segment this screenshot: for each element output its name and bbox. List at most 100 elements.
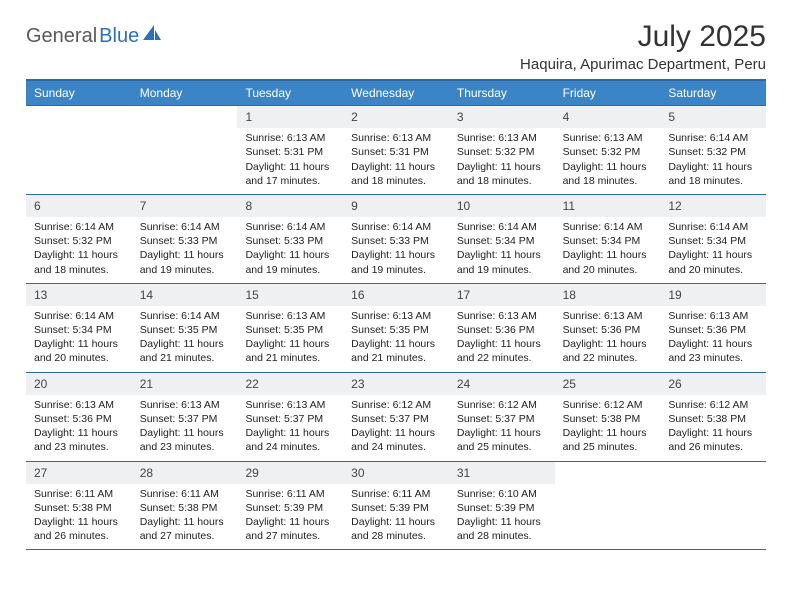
day-number: 11: [555, 195, 661, 217]
daylight-line: Daylight: 11 hours and 23 minutes.: [668, 337, 758, 365]
daylight-line: Daylight: 11 hours and 20 minutes.: [563, 248, 653, 276]
day-number: 26: [660, 373, 766, 395]
calendar-cell: 21Sunrise: 6:13 AMSunset: 5:37 PMDayligh…: [132, 373, 238, 461]
calendar-cell: 6Sunrise: 6:14 AMSunset: 5:32 PMDaylight…: [26, 195, 132, 283]
day-number: 6: [26, 195, 132, 217]
daylight-line: Daylight: 11 hours and 22 minutes.: [563, 337, 653, 365]
day-number: 19: [660, 284, 766, 306]
day-content: Sunrise: 6:14 AMSunset: 5:35 PMDaylight:…: [132, 306, 238, 372]
sunrise-line: Sunrise: 6:12 AM: [351, 398, 441, 412]
calendar-row: 13Sunrise: 6:14 AMSunset: 5:34 PMDayligh…: [26, 283, 766, 372]
calendar-cell: 3Sunrise: 6:13 AMSunset: 5:32 PMDaylight…: [449, 106, 555, 194]
day-number: 10: [449, 195, 555, 217]
daylight-line: Daylight: 11 hours and 28 minutes.: [457, 515, 547, 543]
calendar-cell: 10Sunrise: 6:14 AMSunset: 5:34 PMDayligh…: [449, 195, 555, 283]
day-content: Sunrise: 6:13 AMSunset: 5:35 PMDaylight:…: [237, 306, 343, 372]
day-number: 24: [449, 373, 555, 395]
day-number: 12: [660, 195, 766, 217]
sunset-line: Sunset: 5:32 PM: [457, 145, 547, 159]
sunrise-line: Sunrise: 6:13 AM: [563, 131, 653, 145]
calendar-row: 1Sunrise: 6:13 AMSunset: 5:31 PMDaylight…: [26, 105, 766, 194]
sunrise-line: Sunrise: 6:13 AM: [34, 398, 124, 412]
calendar-cell: 28Sunrise: 6:11 AMSunset: 5:38 PMDayligh…: [132, 462, 238, 550]
daylight-line: Daylight: 11 hours and 27 minutes.: [140, 515, 230, 543]
day-content: Sunrise: 6:13 AMSunset: 5:37 PMDaylight:…: [132, 395, 238, 461]
location-subtitle: Haquira, Apurimac Department, Peru: [520, 56, 766, 73]
sunrise-line: Sunrise: 6:12 AM: [457, 398, 547, 412]
calendar-cell: 12Sunrise: 6:14 AMSunset: 5:34 PMDayligh…: [660, 195, 766, 283]
logo-word-blue: Blue: [99, 25, 139, 48]
daylight-line: Daylight: 11 hours and 25 minutes.: [457, 426, 547, 454]
sunrise-line: Sunrise: 6:13 AM: [245, 309, 335, 323]
calendar-row: 6Sunrise: 6:14 AMSunset: 5:32 PMDaylight…: [26, 194, 766, 283]
day-content: Sunrise: 6:14 AMSunset: 5:33 PMDaylight:…: [132, 217, 238, 283]
logo-word-general: General: [26, 25, 97, 48]
sunrise-line: Sunrise: 6:12 AM: [563, 398, 653, 412]
calendar-cell: 26Sunrise: 6:12 AMSunset: 5:38 PMDayligh…: [660, 373, 766, 461]
daylight-line: Daylight: 11 hours and 18 minutes.: [668, 160, 758, 188]
day-number: 7: [132, 195, 238, 217]
day-content: Sunrise: 6:13 AMSunset: 5:32 PMDaylight:…: [449, 128, 555, 194]
sunrise-line: Sunrise: 6:14 AM: [34, 309, 124, 323]
daylight-line: Daylight: 11 hours and 19 minutes.: [457, 248, 547, 276]
sunset-line: Sunset: 5:39 PM: [351, 501, 441, 515]
day-content: Sunrise: 6:14 AMSunset: 5:34 PMDaylight:…: [660, 217, 766, 283]
day-number: 30: [343, 462, 449, 484]
calendar-cell: 11 Sunrise: 6:14 AMSunset: 5:34 PMDayligh…: [555, 195, 661, 283]
sunset-line: Sunset: 5:33 PM: [351, 234, 441, 248]
sunrise-line: Sunrise: 6:13 AM: [140, 398, 230, 412]
month-title: July 2025: [520, 20, 766, 54]
sunset-line: Sunset: 5:34 PM: [668, 234, 758, 248]
daylight-line: Daylight: 11 hours and 22 minutes.: [457, 337, 547, 365]
sunset-line: Sunset: 5:36 PM: [563, 323, 653, 337]
daylight-line: Daylight: 11 hours and 25 minutes.: [563, 426, 653, 454]
daylight-line: Daylight: 11 hours and 19 minutes.: [140, 248, 230, 276]
daylight-line: Daylight: 11 hours and 19 minutes.: [351, 248, 441, 276]
calendar-row: 20Sunrise: 6:13 AMSunset: 5:36 PMDayligh…: [26, 372, 766, 461]
sunrise-line: Sunrise: 6:14 AM: [563, 220, 653, 234]
sunset-line: Sunset: 5:34 PM: [563, 234, 653, 248]
day-number: 5: [660, 106, 766, 128]
calendar-cell: 15Sunrise: 6:13 AMSunset: 5:35 PMDayligh…: [237, 284, 343, 372]
calendar-cell: 20Sunrise: 6:13 AMSunset: 5:36 PMDayligh…: [26, 373, 132, 461]
daylight-line: Daylight: 11 hours and 18 minutes.: [457, 160, 547, 188]
day-content: Sunrise: 6:11 AMSunset: 5:38 PMDaylight:…: [132, 484, 238, 550]
day-number: 3: [449, 106, 555, 128]
day-content: Sunrise: 6:13 AMSunset: 5:36 PMDaylight:…: [555, 306, 661, 372]
sunrise-line: Sunrise: 6:13 AM: [457, 131, 547, 145]
daylight-line: Daylight: 11 hours and 21 minutes.: [245, 337, 335, 365]
daylight-line: Daylight: 11 hours and 24 minutes.: [245, 426, 335, 454]
sunset-line: Sunset: 5:32 PM: [668, 145, 758, 159]
sunrise-line: Sunrise: 6:13 AM: [457, 309, 547, 323]
weekday-heading: Monday: [132, 81, 238, 105]
calendar-cell: 17Sunrise: 6:13 AMSunset: 5:36 PMDayligh…: [449, 284, 555, 372]
daylight-line: Daylight: 11 hours and 28 minutes.: [351, 515, 441, 543]
sunset-line: Sunset: 5:35 PM: [140, 323, 230, 337]
day-content: Sunrise: 6:12 AMSunset: 5:38 PMDaylight:…: [660, 395, 766, 461]
sunrise-line: Sunrise: 6:10 AM: [457, 487, 547, 501]
day-content: Sunrise: 6:10 AMSunset: 5:39 PMDaylight:…: [449, 484, 555, 550]
calendar-cell: 31Sunrise: 6:10 AMSunset: 5:39 PMDayligh…: [449, 462, 555, 550]
sunrise-line: Sunrise: 6:11 AM: [34, 487, 124, 501]
sunset-line: Sunset: 5:39 PM: [457, 501, 547, 515]
day-content: Sunrise: 6:12 AMSunset: 5:37 PMDaylight:…: [343, 395, 449, 461]
daylight-line: Daylight: 11 hours and 26 minutes.: [34, 515, 124, 543]
sunrise-line: Sunrise: 6:14 AM: [668, 220, 758, 234]
sunset-line: Sunset: 5:36 PM: [34, 412, 124, 426]
day-number: 31: [449, 462, 555, 484]
day-content: Sunrise: 6:13 AMSunset: 5:37 PMDaylight:…: [237, 395, 343, 461]
calendar-cell: 7Sunrise: 6:14 AMSunset: 5:33 PMDaylight…: [132, 195, 238, 283]
logo-sail-icon: [142, 24, 162, 48]
weekday-heading: Friday: [555, 81, 661, 105]
day-content: Sunrise: 6:11 AMSunset: 5:39 PMDaylight:…: [343, 484, 449, 550]
day-content: Sunrise: 6:13 AMSunset: 5:36 PMDaylight:…: [26, 395, 132, 461]
sunrise-line: Sunrise: 6:13 AM: [245, 398, 335, 412]
sunset-line: Sunset: 5:36 PM: [457, 323, 547, 337]
day-number: 2: [343, 106, 449, 128]
day-content: Sunrise: 6:13 AMSunset: 5:35 PMDaylight:…: [343, 306, 449, 372]
calendar-cell: 4Sunrise: 6:13 AMSunset: 5:32 PMDaylight…: [555, 106, 661, 194]
calendar-cell: [660, 462, 766, 550]
day-number: 14: [132, 284, 238, 306]
sunrise-line: Sunrise: 6:13 AM: [351, 131, 441, 145]
calendar-cell: 13Sunrise: 6:14 AMSunset: 5:34 PMDayligh…: [26, 284, 132, 372]
